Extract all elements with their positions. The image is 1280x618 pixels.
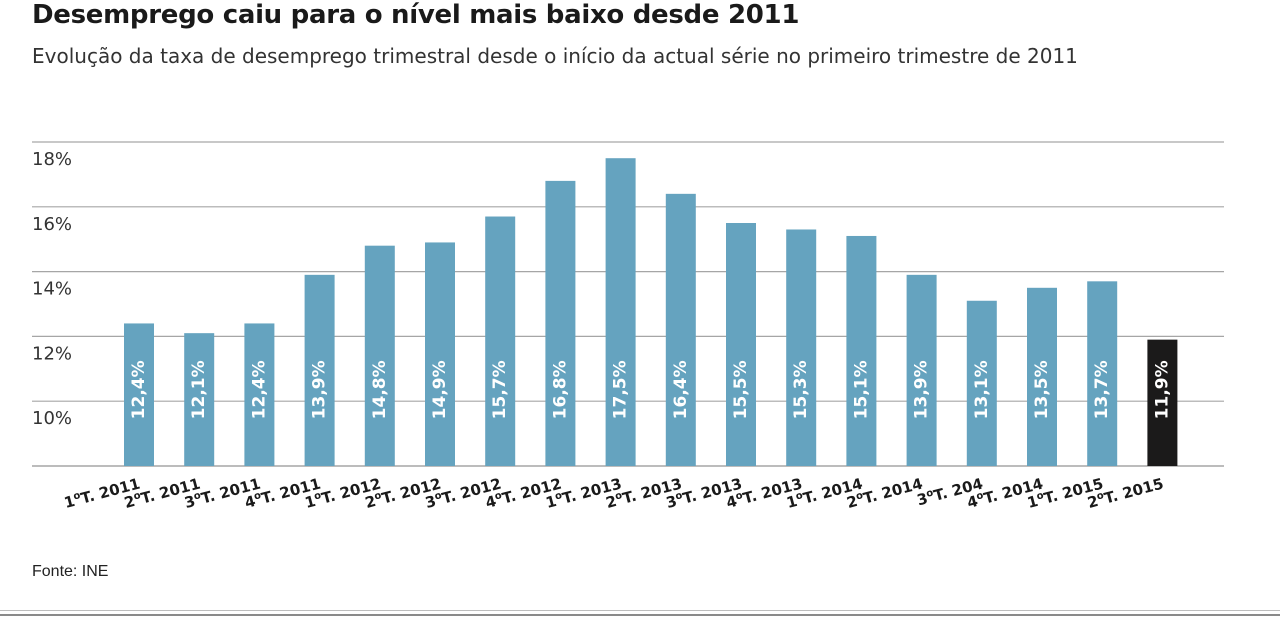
bar-value-label: 15,7% — [490, 360, 510, 419]
y-tick-label: 12% — [32, 343, 72, 364]
bar-value-label: 15,1% — [851, 360, 871, 419]
bar — [966, 300, 997, 466]
bar — [665, 193, 696, 466]
bar-value-label: 15,3% — [791, 360, 811, 419]
bar-value-label: 11,9% — [1152, 360, 1172, 419]
bar — [184, 333, 215, 466]
bar — [906, 274, 937, 466]
y-tick-label: 16% — [32, 214, 72, 235]
bar — [1087, 281, 1118, 466]
y-tick-label: 10% — [32, 408, 72, 429]
chart-subtitle: Evolução da taxa de desemprego trimestra… — [32, 44, 1078, 68]
bar-value-label: 13,5% — [1032, 360, 1052, 419]
bar — [485, 216, 516, 466]
bar — [545, 180, 576, 466]
bar-value-label: 15,5% — [731, 360, 751, 419]
bar-value-label: 16,8% — [550, 360, 570, 419]
bar — [786, 229, 817, 466]
bar-value-label: 17,5% — [611, 360, 631, 419]
bottom-divider-thick — [0, 614, 1280, 616]
bar-value-label: 12,1% — [189, 360, 209, 419]
bar-value-label: 16,4% — [671, 360, 691, 419]
bar-value-label: 13,7% — [1092, 360, 1112, 419]
y-tick-label: 14% — [32, 279, 72, 300]
bar-highlight — [1147, 339, 1178, 466]
bar — [244, 323, 275, 466]
bar — [605, 158, 636, 466]
y-tick-label: 18% — [32, 149, 72, 170]
bar — [1027, 287, 1057, 466]
bar-value-label: 12,4% — [129, 360, 149, 419]
bar-value-label: 13,9% — [912, 360, 932, 419]
bar — [726, 223, 756, 466]
bottom-divider — [0, 610, 1280, 611]
bar-value-label: 13,1% — [972, 360, 992, 419]
bar-value-label: 14,8% — [370, 360, 390, 419]
bar — [124, 323, 154, 466]
bar — [425, 242, 455, 466]
bar-value-label: 14,9% — [430, 360, 450, 419]
chart-title: Desemprego caiu para o nível mais baixo … — [32, 0, 800, 30]
bar — [846, 235, 877, 466]
bar-value-label: 13,9% — [310, 360, 330, 419]
source-note: Fonte: INE — [32, 563, 109, 580]
bar — [304, 274, 335, 466]
bar — [364, 245, 395, 466]
bar-value-label: 12,4% — [249, 360, 269, 419]
